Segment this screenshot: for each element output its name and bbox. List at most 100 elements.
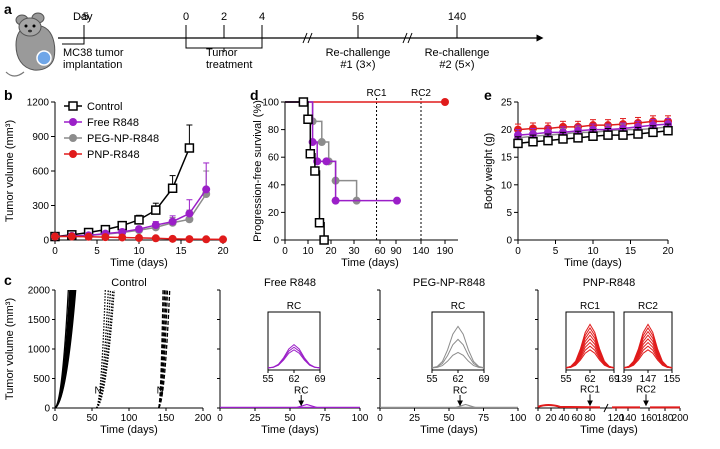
inset-tick-label: 69 [314,374,326,385]
data-point [393,196,401,205]
data-point [314,218,325,228]
series-free-r848 [285,101,401,205]
y-tick-label: 100 [262,98,279,109]
data-point [529,130,537,139]
legend-label: PNP-R848 [87,149,140,161]
inset-tick-label: 69 [608,374,620,385]
n-marker: N [157,385,164,396]
data-point [185,215,194,224]
inset-tick-label: 55 [426,374,438,385]
y-tick-label: 0 [43,236,49,247]
y-tick-label: 0 [44,404,50,415]
y-tick-label: 1200 [27,98,50,109]
x-axis-label: Time (days) [341,257,399,269]
x-tick-label: 60 [374,246,386,257]
y-tick-label: 60 [268,153,280,164]
data-point [317,138,326,147]
rc-marker: RC2 [636,385,656,396]
data-point [101,233,110,242]
x-tick-label: 200 [195,413,212,424]
x-tick-label: 25 [249,413,261,424]
y-tick-label: 600 [32,167,49,178]
x-tick-label: 25 [409,413,421,424]
implant-connector [62,38,85,45]
mouse-icon [5,12,56,77]
data-point [219,235,227,244]
x-tick-label: 10 [587,246,599,257]
inset-tick-label: 147 [640,374,657,385]
subplot-title: PEG-NP-R848 [413,277,485,289]
inset-curve [565,323,615,369]
data-point [134,215,144,225]
inset-frame [431,311,485,371]
rc-label: RC2 [411,88,431,99]
x-axis-label: Time (days) [100,424,158,436]
x-axis-label: Time (days) [420,424,478,436]
x-tick-label: 0 [52,246,58,257]
inset-rc: RC 55 62 69 [426,301,490,385]
y-tick-label: 900 [32,132,49,143]
x-tick-label: 50 [86,413,98,424]
x-axis-label: Time (days) [261,424,319,436]
y-tick-label: 1500 [28,315,51,326]
x-axis-label: Time (days) [580,424,638,436]
x-tick-label: 75 [478,413,490,424]
data-point [135,233,143,242]
data-point [167,183,178,193]
legend-label: PEG-NP-R848 [87,133,159,145]
x-tick-label: 0 [515,246,521,257]
x-tick-label: 30 [348,246,360,257]
series-peg-np-r848 [285,101,361,205]
x-tick-label: 10 [302,246,314,257]
y-tick-label: 15 [501,153,513,164]
data-point [151,234,160,243]
data-point [441,98,449,106]
inset-frame [623,311,673,371]
tumor-curve [95,289,115,409]
inset-rc1: RC1 55 62 69 [560,301,620,385]
series-control [513,123,673,149]
y-axis-label: Progression-free survival (%) [252,100,264,242]
x-tick-label: 0 [535,413,541,424]
inset-tick-label: 55 [262,374,274,385]
x-tick-label: 60 [571,413,583,424]
x-tick-label: 20 [545,413,557,424]
inset-curve [431,325,485,369]
x-tick-label: 20 [325,246,337,257]
y-axis-label: Body weight (g) [483,133,495,209]
x-tick-label: 150 [158,413,175,424]
flat-curve [537,404,601,409]
data-point [513,138,523,149]
survival-chart: 0 20 40 60 80 100 0 10 20 30 60 90 140 190 Time (days)… [252,88,458,269]
timeline-day-4: 56 [352,11,364,23]
data-point [528,136,538,147]
tumor-curve [95,289,106,409]
data-point [202,185,211,194]
rechallenge-curve [455,403,476,408]
subplot-title: PNP-R848 [583,277,636,289]
x-axis-label: Time (days) [110,257,168,269]
timeline-day-0: -5 [79,11,89,23]
y-tick-label: 300 [32,201,49,212]
tumor-curve [54,289,77,409]
event-rechallenge-1: Re-challenge #1 (3×) [326,47,391,71]
subplot-control: Control 0 50 100 150 200 Time (days) N N [52,277,212,436]
data-point [331,196,340,205]
data-point [310,166,320,176]
y-tick-label: 20 [501,125,513,136]
inset-curve [623,323,673,369]
y-tick-label: 0 [273,236,279,247]
survival-step [285,101,358,201]
panel-label-e: e [484,87,492,103]
y-tick-label: 80 [268,125,280,136]
inset-title: RC [287,301,301,312]
inset-tick-label: 62 [452,374,464,385]
inset-frame [565,311,615,371]
x-tick-label: 40 [558,413,570,424]
y-tick-label: 40 [268,180,280,191]
inset-title: RC1 [580,301,600,312]
data-point [648,127,658,138]
event-treatment: Tumor treatment [206,47,252,71]
